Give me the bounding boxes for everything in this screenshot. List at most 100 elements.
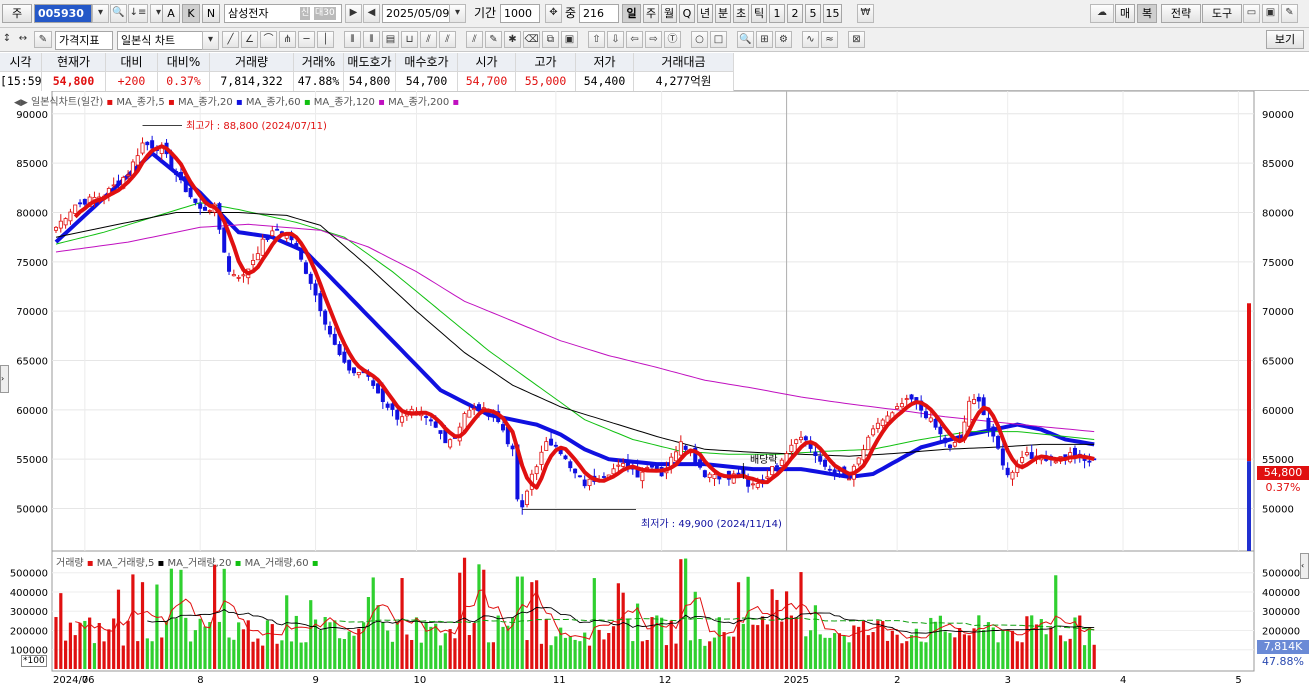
price-tick-label-left: 60000 — [16, 406, 48, 417]
trend-tool-icon[interactable]: ⫽ — [420, 31, 437, 48]
arrow-left-right-icon[interactable]: ↔ — [18, 33, 28, 44]
volume-bar — [799, 572, 803, 669]
angle-tool-icon[interactable]: ∠ — [241, 31, 258, 48]
left-expand-handle[interactable]: › — [0, 365, 9, 393]
price-tick-label-right: 75000 — [1262, 258, 1294, 269]
volume-bar — [602, 639, 606, 669]
period-0-button[interactable]: 일 — [622, 4, 641, 23]
volume-bar — [958, 628, 962, 669]
fibo-v-tool-icon[interactable]: ⦀ — [344, 31, 361, 48]
right-expand-handle[interactable]: ‹ — [1300, 553, 1309, 579]
tools-button[interactable]: 도구 — [1202, 4, 1242, 23]
zoom-tool-icon[interactable]: 🔍 — [737, 31, 754, 48]
period-4-button[interactable]: 년 — [697, 4, 713, 23]
indicator-select[interactable]: 가격지표 — [55, 31, 113, 50]
period-5-button[interactable]: 분 — [715, 4, 731, 23]
volume-icon[interactable]: ₩ — [857, 4, 874, 23]
date-field[interactable]: 2025/05/09 — [382, 4, 450, 23]
chevron-down-icon[interactable]: ▾ — [92, 4, 109, 23]
line-tool-icon[interactable]: ╱ — [222, 31, 239, 48]
candle-body — [875, 422, 880, 429]
gear-tool-icon[interactable]: ⚙ — [775, 31, 792, 48]
stock-code-input[interactable]: 005930 — [34, 4, 92, 23]
fan-tool-icon[interactable]: ⋔ — [279, 31, 296, 48]
candle-body — [818, 456, 823, 462]
period-1-button[interactable]: 주 — [643, 4, 659, 23]
stock-name-field[interactable]: 삼성전자 — [224, 4, 342, 23]
volume-bar — [121, 645, 125, 669]
delete-tool-icon[interactable]: ⊠ — [848, 31, 865, 48]
magic-tool-icon[interactable]: ✱ — [504, 31, 521, 48]
volume-bar — [996, 642, 1000, 669]
volume-bar — [112, 618, 116, 669]
period-3-button[interactable]: Q — [679, 4, 695, 23]
chart-type-select[interactable]: 일본식 차트 — [117, 31, 203, 50]
stock-type-select[interactable]: 주 — [2, 4, 32, 23]
volume-bar — [1054, 575, 1058, 669]
parallel-tool-icon[interactable]: ⫽ — [466, 31, 483, 48]
text-tool-icon[interactable]: Ⓣ — [664, 31, 681, 48]
strategy-button[interactable]: 전략 — [1161, 4, 1201, 23]
volume-bar — [256, 638, 260, 669]
sell-button[interactable]: 복 — [1137, 4, 1157, 23]
period-11-button[interactable]: 15 — [823, 4, 842, 23]
n-button[interactable]: N — [202, 4, 220, 23]
volume-bar — [405, 634, 409, 669]
folder-icon[interactable]: ▭ — [1243, 4, 1260, 23]
cloud-icon[interactable]: ☁ — [1090, 4, 1114, 23]
right-arrow-icon[interactable]: ⇨ — [645, 31, 662, 48]
hline-tool-icon[interactable]: ─ — [298, 31, 315, 48]
fibo-time-tool-icon[interactable]: ⦀ — [363, 31, 380, 48]
wave-tool-icon[interactable]: ∿ — [802, 31, 819, 48]
edit-icon[interactable]: ✎ — [34, 31, 52, 48]
vline-tool-icon[interactable]: │ — [317, 31, 334, 48]
period-10-button[interactable]: 5 — [805, 4, 821, 23]
period-6-button[interactable]: 초 — [733, 4, 749, 23]
grid-tool-icon[interactable]: ▤ — [382, 31, 399, 48]
image-tool-icon[interactable]: ▣ — [561, 31, 578, 48]
candle-body — [400, 416, 405, 423]
price-tick-label-right: 70000 — [1262, 307, 1294, 318]
volume-bar — [107, 629, 111, 669]
pitch-tool-icon[interactable]: ⫽ — [439, 31, 456, 48]
save-icon[interactable]: ▣ — [1262, 4, 1279, 23]
down-arrow-icon[interactable]: ⇩ — [607, 31, 624, 48]
period-7-button[interactable]: 틱 — [751, 4, 767, 23]
channel-tool-icon[interactable]: ⊔ — [401, 31, 418, 48]
play-icon[interactable]: ▶ — [345, 4, 362, 23]
candle-body — [500, 424, 505, 431]
rect-tool-icon[interactable]: □ — [710, 31, 727, 48]
arrow-up-down-icon[interactable]: ↕ — [2, 33, 12, 44]
a-button[interactable]: A — [162, 4, 180, 23]
move-icon[interactable]: ✥ — [545, 4, 562, 23]
volume-chart[interactable]: 1000001000002000002000003000003000004000… — [0, 551, 1309, 686]
scroll-arrows-icon[interactable]: ◀▶ — [14, 98, 28, 108]
sort-icon[interactable]: ↓≡ — [128, 4, 148, 23]
copy-tool-icon[interactable]: ⧉ — [542, 31, 559, 48]
search-icon[interactable]: 🔍 — [110, 4, 127, 23]
count-input[interactable]: 216 — [579, 4, 619, 23]
back-icon[interactable]: ◀ — [363, 4, 380, 23]
wave2-tool-icon[interactable]: ≈ — [821, 31, 838, 48]
wrench-icon[interactable]: ✎ — [1281, 4, 1298, 23]
volume-bar — [68, 622, 73, 669]
circle-tool-icon[interactable]: ○ — [691, 31, 708, 48]
up-arrow-icon[interactable]: ⇧ — [588, 31, 605, 48]
pencil-tool-icon[interactable]: ✎ — [485, 31, 502, 48]
eraser-tool-icon[interactable]: ⌫ — [523, 31, 540, 48]
view-button[interactable]: 보기 — [1266, 30, 1304, 49]
price-chart[interactable]: 50000 50000 55000 55000 60000 60000 65000 65000… — [0, 91, 1309, 551]
buy-button[interactable]: 매 — [1115, 4, 1135, 23]
period-8-button[interactable]: 1 — [769, 4, 785, 23]
calendar-dropdown-icon[interactable]: ▾ — [449, 4, 466, 23]
volume-bar — [621, 592, 625, 669]
period-9-button[interactable]: 2 — [787, 4, 803, 23]
k-button[interactable]: K — [182, 4, 200, 23]
left-arrow-icon[interactable]: ⇦ — [626, 31, 643, 48]
period-2-button[interactable]: 월 — [661, 4, 677, 23]
arc-tool-icon[interactable]: ⌒ — [260, 31, 277, 48]
select-tool-icon[interactable]: ⊞ — [756, 31, 773, 48]
volume-bar — [1020, 642, 1024, 669]
chevron-down-icon[interactable]: ▾ — [202, 31, 219, 50]
period-input[interactable]: 1000 — [500, 4, 540, 23]
